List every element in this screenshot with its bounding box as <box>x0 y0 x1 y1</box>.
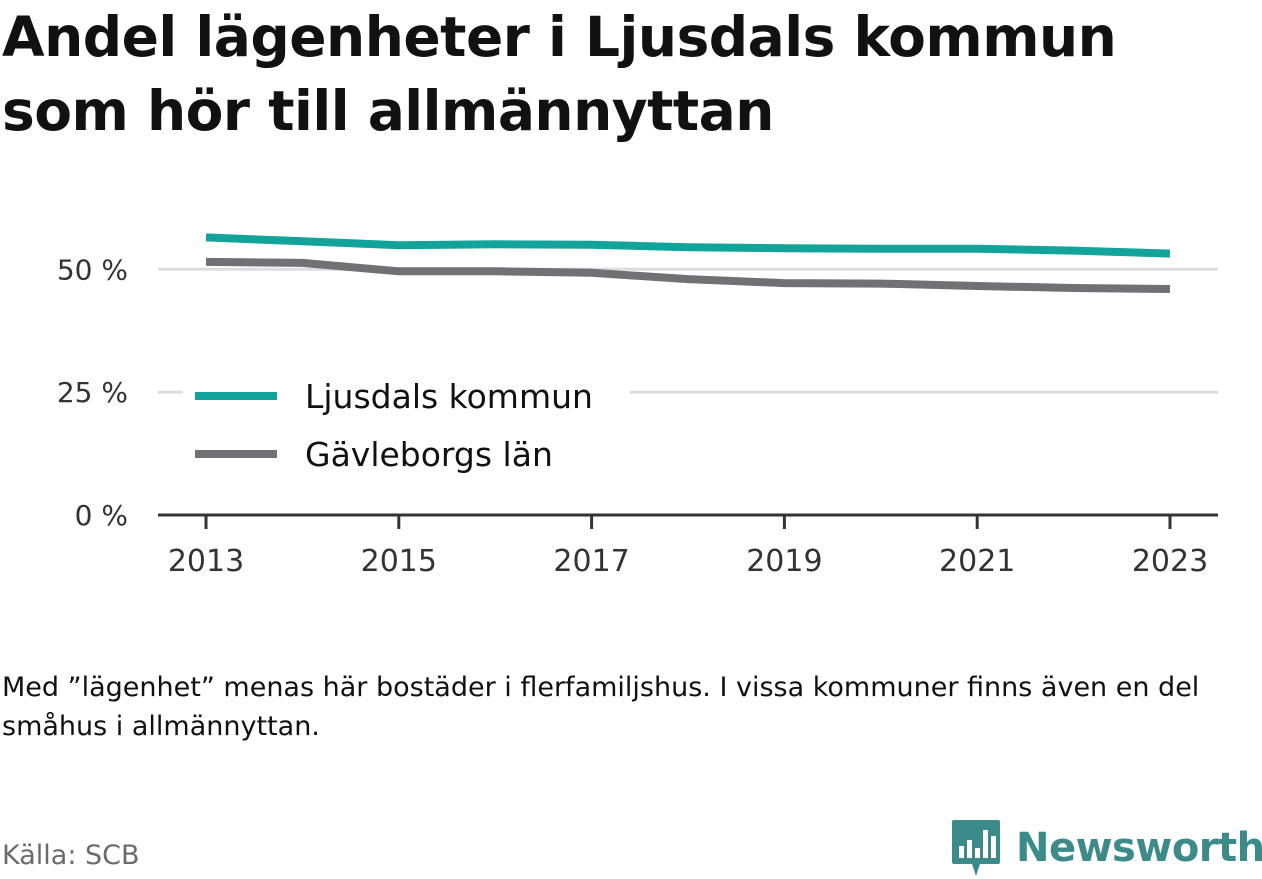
line-chart: 0 % 25 % 50 % 2013 2015 2017 2019 2021 2023 Lju… <box>57 233 1218 579</box>
series-line <box>205 233 1171 258</box>
legend-label: Ljusdals kommun <box>305 377 593 416</box>
footnote: Med ”lägenhet” menas här bostäder i fler… <box>2 672 1200 742</box>
x-tick-label: 2019 <box>746 544 822 579</box>
legend: Ljusdals kommun Gävleborgs län <box>183 367 630 479</box>
y-tick-label: 0 % <box>75 499 128 532</box>
y-tick-label: 50 % <box>57 253 128 286</box>
series-line <box>205 257 1171 293</box>
series-lines <box>205 233 1171 293</box>
y-tick-label: 25 % <box>57 376 128 409</box>
legend-label: Gävleborgs län <box>305 435 553 474</box>
x-tick-label: 2023 <box>1132 544 1208 579</box>
x-tick-label: 2015 <box>361 544 437 579</box>
x-tick-label: 2017 <box>553 544 629 579</box>
chart-title: Andel lägenheter i Ljusdals kommun som h… <box>2 5 1117 143</box>
legend-box <box>183 367 630 479</box>
brand-name: Newsworthy <box>1016 825 1262 871</box>
x-axis-ticks: 2013 2015 2017 2019 2021 2023 <box>168 515 1208 579</box>
x-tick-label: 2013 <box>168 544 244 579</box>
x-tick-label: 2021 <box>939 544 1015 579</box>
brand-logo: Newsworthy <box>950 818 1262 878</box>
y-axis-ticks: 0 % 25 % 50 % <box>57 253 128 532</box>
source-label: Källa: SCB <box>2 840 140 871</box>
newsworthy-logo-icon <box>952 820 1000 876</box>
